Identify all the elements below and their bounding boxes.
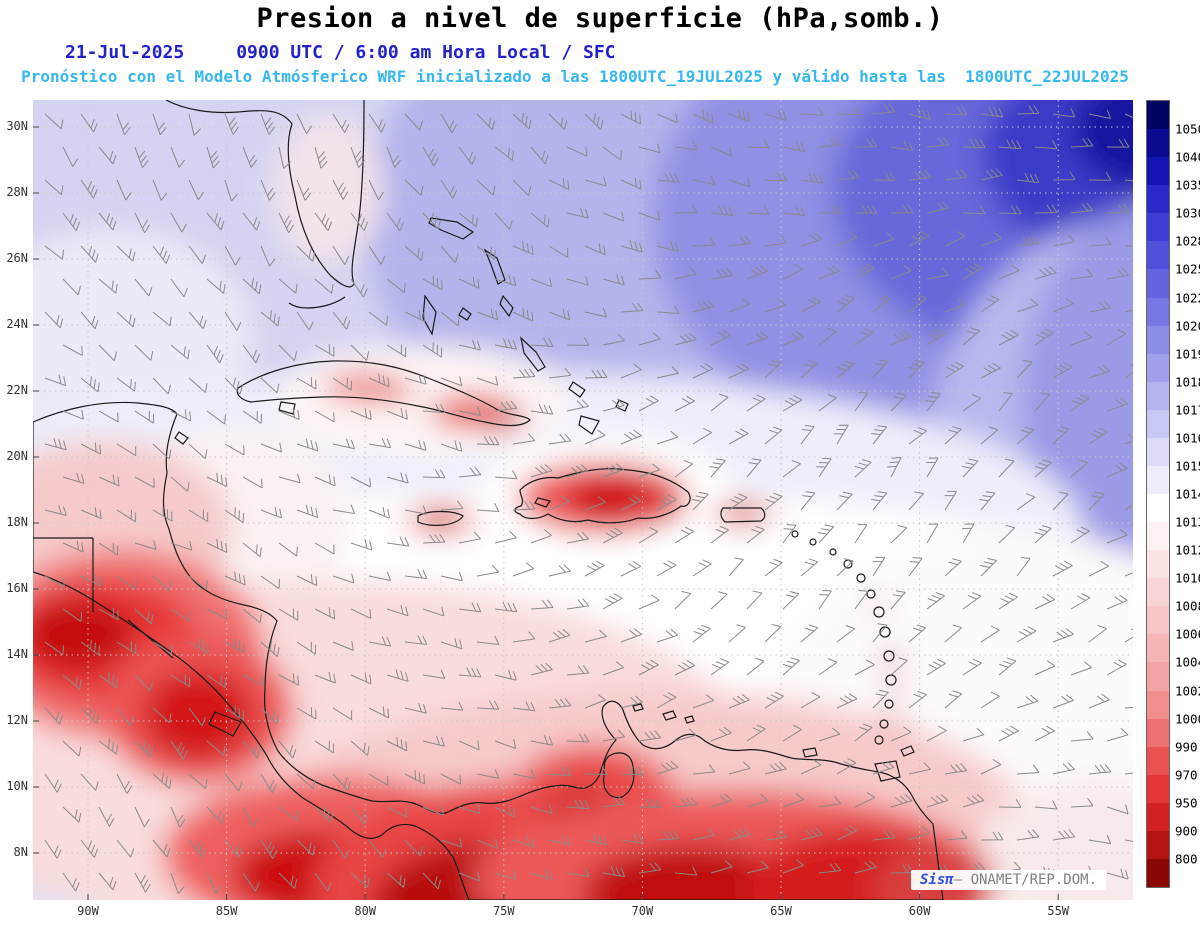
- colorbar-tick-label: 1018: [1175, 374, 1200, 390]
- grid-lines: [33, 100, 1133, 900]
- longitude-axis: 90W 85W 80W 75W 70W 65W 60W 55W: [33, 902, 1133, 920]
- colorbar-tick-label: 1008: [1175, 598, 1200, 614]
- colorbar-segment: [1147, 213, 1169, 242]
- lat-label: 18N: [6, 515, 28, 529]
- colorbar-segment: [1147, 157, 1169, 186]
- lon-label: 60W: [908, 904, 931, 918]
- lat-label: 28N: [6, 185, 28, 199]
- colorbar-segment: [1147, 774, 1169, 804]
- lon-label: 55W: [1047, 904, 1070, 918]
- colorbar-segment: [1147, 409, 1169, 439]
- time-label: 0900 UTC / 6:00 am Hora Local / SFC: [236, 42, 616, 63]
- colorbar-segment: [1147, 662, 1169, 691]
- colorbar-tick-label: 1030: [1175, 205, 1200, 221]
- lon-label: 65W: [770, 904, 792, 918]
- colorbar-tick-label: 1014: [1175, 486, 1200, 502]
- colorbar-tick-label: 800: [1175, 851, 1198, 867]
- lat-label: 16N: [6, 581, 28, 595]
- colorbar-segment: [1147, 550, 1169, 579]
- colorbar-segment: [1147, 830, 1169, 860]
- colorbar-tick-label: 1020: [1175, 318, 1200, 334]
- colorbar-segment: [1147, 606, 1169, 635]
- page-title: Presion a nivel de superficie (hPa,somb.…: [256, 3, 944, 34]
- colorbar: 1050 1040 1035 1030 1028 1025 1022 1020 1019 1018…: [1146, 100, 1200, 890]
- wind-barbs: [44, 103, 1133, 895]
- colorbar-tick-label: 1022: [1175, 290, 1200, 305]
- colorbar-tick-label: 1013: [1175, 514, 1200, 530]
- lon-label: 75W: [492, 904, 515, 918]
- date-label: 21-Jul-2025: [65, 42, 185, 63]
- lat-label: 12N: [6, 713, 28, 727]
- colorbar-segment: [1147, 185, 1169, 214]
- colorbar-segment: [1147, 325, 1169, 355]
- colorbar-segment: [1147, 690, 1169, 720]
- lat-label: 22N: [6, 383, 28, 397]
- colorbar-tick-label: 1035: [1175, 177, 1200, 193]
- pressure-map-svg: [33, 100, 1133, 900]
- colorbar-tick-label: 1012: [1175, 542, 1200, 558]
- lon-label: 90W: [77, 904, 99, 918]
- colorbar-tick-label: 1002: [1175, 683, 1200, 698]
- lon-label: 85W: [215, 904, 238, 918]
- colorbar-tick-label: 1016: [1175, 430, 1200, 446]
- colorbar-tick-label: 1025: [1175, 261, 1200, 277]
- attribution-logo: Sisπ: [920, 872, 954, 888]
- colorbar-tick-label: 1040: [1175, 149, 1200, 165]
- colorbar-segment: [1147, 746, 1169, 776]
- lat-label: 30N: [6, 119, 28, 133]
- colorbar-segment: [1147, 241, 1169, 270]
- lat-label: 24N: [6, 317, 28, 331]
- colorbar-segment: [1147, 634, 1169, 663]
- datetime-line: 21-Jul-2025 0900 UTC / 6:00 am Hora Local…: [65, 42, 616, 63]
- colorbar-tick-label: 970: [1175, 767, 1198, 783]
- colorbar-segment: [1147, 802, 1169, 832]
- colorbar-segment: [1147, 858, 1169, 888]
- colorbar-tick-label: 1015: [1175, 458, 1200, 474]
- lat-label: 26N: [6, 251, 28, 265]
- lat-label: 8N: [13, 845, 28, 859]
- colorbar-segment: [1147, 297, 1169, 327]
- lat-label: 20N: [6, 449, 28, 463]
- colorbar-segment: [1147, 718, 1169, 748]
- colorbar-segment: [1147, 353, 1169, 383]
- colorbar-segment: [1147, 578, 1169, 607]
- colorbar-scale: [1146, 100, 1170, 888]
- colorbar-segment: [1147, 522, 1169, 551]
- colorbar-tick-label: 1004: [1175, 654, 1200, 670]
- lat-label: 14N: [6, 647, 28, 661]
- colorbar-segment: [1147, 437, 1169, 467]
- colorbar-tick-label: 1006: [1175, 626, 1200, 642]
- coastlines: [33, 100, 944, 900]
- map-canvas: Sisπ– ONAMET/REP.DOM.: [33, 100, 1133, 900]
- colorbar-tick-label: 1000: [1175, 711, 1200, 727]
- colorbar-tick-label: 1010: [1175, 570, 1200, 586]
- colorbar-tick-label: 1017: [1175, 402, 1200, 418]
- colorbar-tick-label: 990: [1175, 739, 1198, 755]
- colorbar-segment: [1147, 465, 1169, 495]
- colorbar-tick-label: 950: [1175, 795, 1198, 811]
- axis-ticks: [33, 126, 1059, 900]
- pressure-field-shading: [33, 100, 1133, 900]
- lon-label: 70W: [631, 904, 654, 918]
- colorbar-tick-label: 1028: [1175, 233, 1200, 249]
- colorbar-tick-label: 1019: [1175, 346, 1200, 362]
- colorbar-segment: [1147, 101, 1169, 130]
- attribution-text: – ONAMET/REP.DOM.: [953, 872, 1098, 888]
- lat-label: 10N: [6, 779, 28, 793]
- colorbar-segment: [1147, 381, 1169, 411]
- colorbar-segment: [1147, 269, 1169, 298]
- attribution-badge: Sisπ– ONAMET/REP.DOM.: [911, 870, 1107, 890]
- latitude-axis: 30N 28N 26N 24N 22N 20N 18N 16N 14N 12N 10N 8N: [0, 100, 31, 900]
- colorbar-segment: [1147, 129, 1169, 158]
- colorbar-tick-label: 1050: [1175, 121, 1200, 137]
- colorbar-segment: [1147, 494, 1169, 523]
- lon-label: 80W: [354, 904, 377, 918]
- colorbar-tick-label: 900: [1175, 823, 1198, 839]
- forecast-line: Pronóstico con el Modelo Atmósferico WRF…: [21, 67, 1129, 86]
